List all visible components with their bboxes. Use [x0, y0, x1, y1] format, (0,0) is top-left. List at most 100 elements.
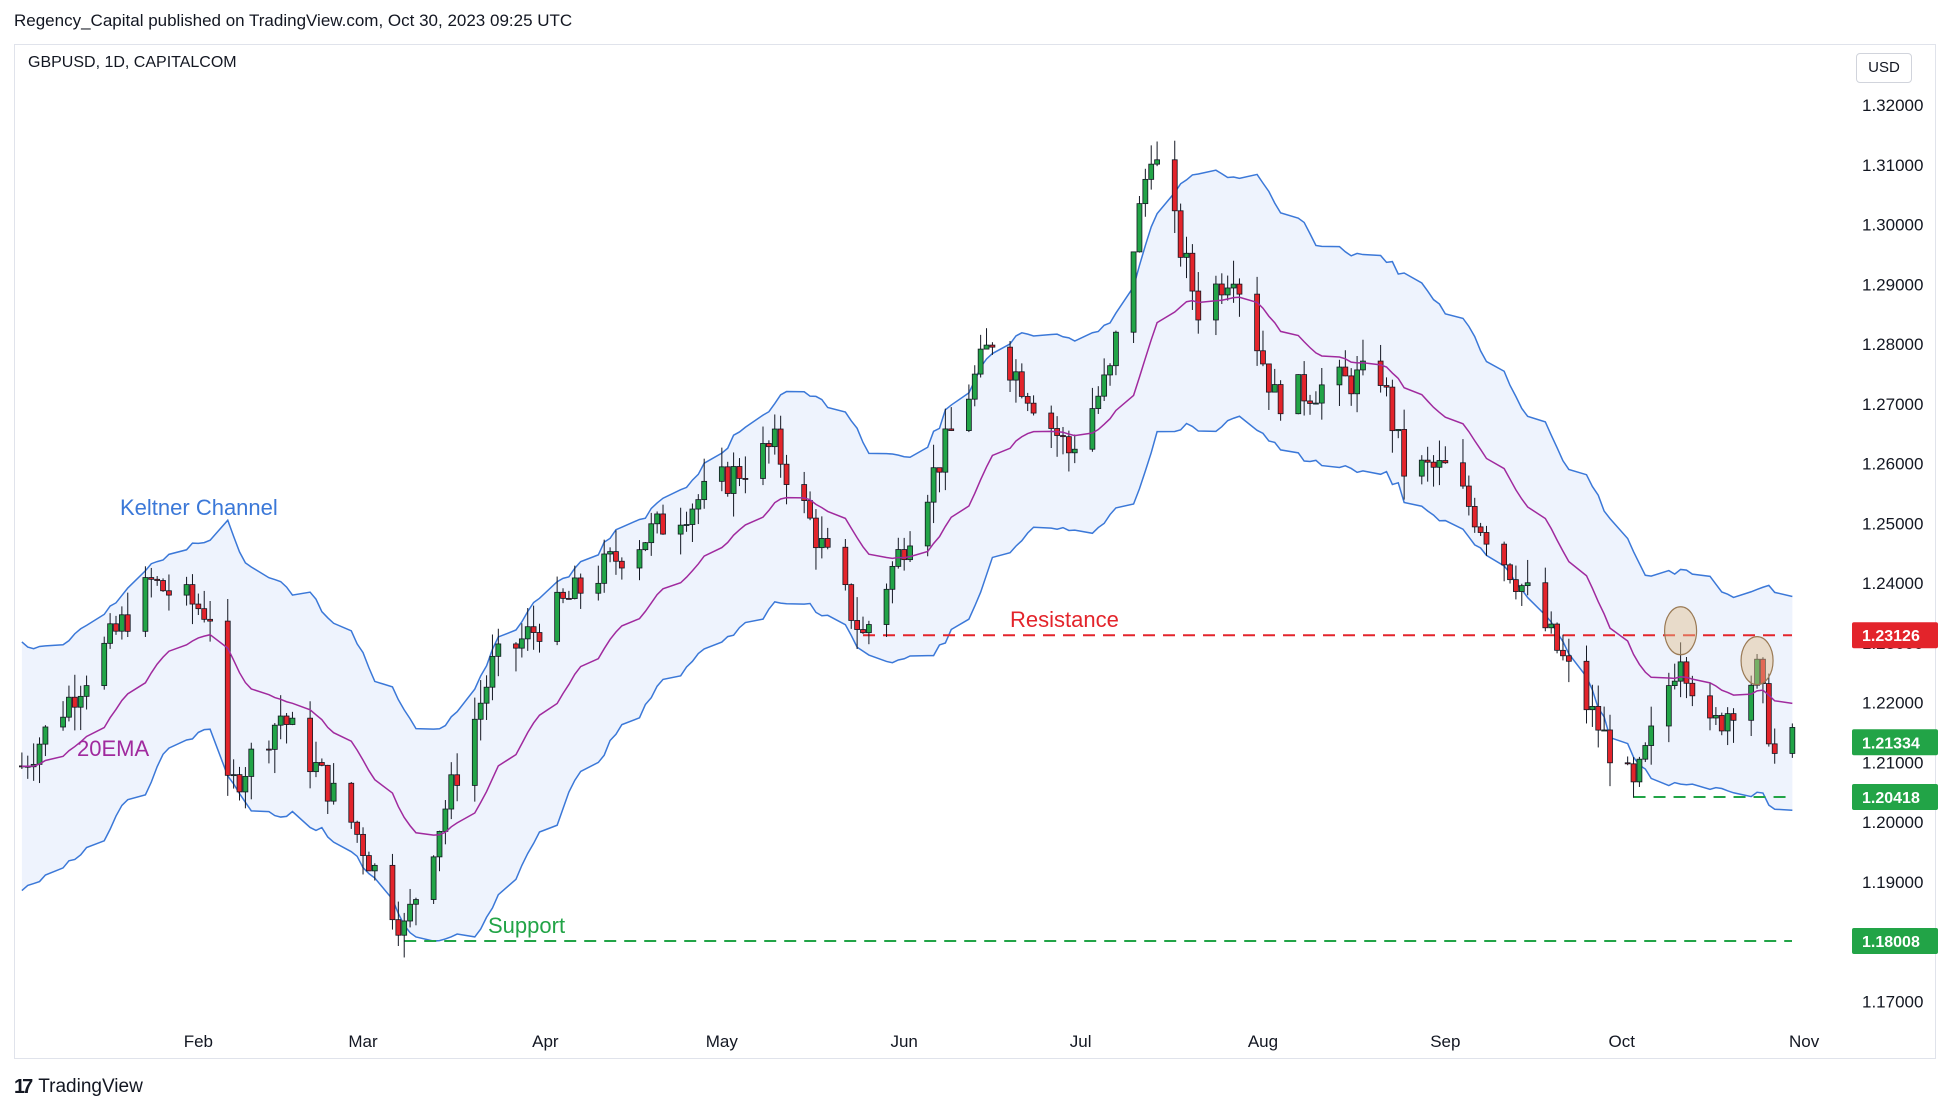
candle [1589, 684, 1596, 727]
candle [724, 461, 731, 497]
price-tag-support[interactable]: 1.18008 [1852, 928, 1938, 955]
candle [966, 384, 972, 433]
candle [307, 701, 313, 789]
candle [760, 426, 766, 486]
candle [360, 827, 366, 875]
candle [648, 512, 655, 556]
candle [1007, 341, 1013, 392]
price-tick-label: 1.24000 [1862, 574, 1923, 593]
candle [1113, 330, 1119, 376]
candle [1648, 706, 1655, 765]
keltner-channel-fill [21, 170, 1793, 942]
price-tick-label: 1.30000 [1862, 216, 1923, 235]
candle [1071, 434, 1078, 464]
candle [1513, 565, 1519, 600]
tradingview-logo[interactable]: 17 TradingView [14, 1075, 143, 1099]
candle [1789, 723, 1796, 758]
candle [942, 408, 949, 491]
candle [1354, 355, 1360, 413]
candle [1213, 275, 1219, 336]
candle [107, 613, 113, 649]
annotations-layer: Keltner Channel 20EMA Resistance Support [77, 495, 1774, 938]
candle [642, 541, 649, 552]
price-axis[interactable]: 1.32000 1.31000 1.30000 1.29000 1.28000 1.270… [1852, 96, 1938, 1011]
candle [1477, 522, 1484, 537]
time-axis[interactable]: Feb Mar Apr May Jun Jul Aug Sep Oct Nov [184, 1032, 1820, 1051]
candle [1265, 363, 1272, 410]
levels-layer [404, 634, 1792, 943]
month-label: Oct [1609, 1032, 1636, 1051]
price-tick-label: 1.19000 [1862, 873, 1923, 892]
candle [971, 365, 978, 407]
candle [266, 740, 272, 764]
price-tick-label: 1.25000 [1862, 514, 1923, 533]
candle [330, 763, 337, 805]
candle [1471, 497, 1478, 533]
candle [1218, 273, 1225, 304]
candle [195, 593, 202, 615]
candle [1524, 559, 1531, 596]
candle [524, 608, 531, 651]
candle [1254, 276, 1260, 366]
candle [742, 456, 749, 494]
candle [901, 537, 908, 571]
month-label: Feb [184, 1032, 213, 1051]
candle [224, 598, 231, 796]
price-tag-low[interactable]: 1.20418 [1852, 784, 1938, 811]
candle [554, 576, 561, 646]
candle [1342, 350, 1349, 377]
candle [1465, 475, 1472, 516]
candle [1177, 203, 1184, 267]
level-label-support: Support [488, 913, 565, 938]
candle [1171, 140, 1178, 234]
candle [1224, 275, 1231, 301]
candle [1318, 367, 1325, 420]
candle [860, 616, 866, 634]
currency-button[interactable]: USD [1856, 53, 1912, 83]
keltner-channel-label: Keltner Channel [120, 495, 278, 520]
price-tag-resistance-text: 1.23126 [1862, 628, 1920, 645]
price-tick-label: 1.26000 [1862, 455, 1923, 474]
rejection-highlight [1663, 606, 1698, 656]
candle [313, 741, 319, 778]
price-tick-label: 1.32000 [1862, 96, 1923, 115]
ema-line [21, 296, 1793, 836]
candle [366, 851, 372, 872]
candle [1383, 377, 1390, 397]
candle [160, 578, 166, 592]
candle [448, 762, 455, 820]
candle [1430, 455, 1437, 487]
candle [142, 566, 149, 637]
candle [324, 764, 331, 814]
candle [571, 565, 578, 600]
candle [513, 642, 519, 672]
candle [1507, 563, 1513, 584]
candles-layer [19, 140, 1796, 958]
candle [1718, 712, 1725, 736]
candle [318, 758, 325, 767]
candle [1713, 707, 1719, 725]
last-price-tag[interactable]: 1.21334 [1852, 729, 1938, 756]
ema-layer [21, 296, 1793, 836]
candle [42, 725, 49, 757]
month-label: Mar [348, 1032, 378, 1051]
symbol-legend[interactable]: GBPUSD, 1D, CAPITALCOM [28, 54, 237, 71]
candle [1542, 567, 1549, 632]
candle [560, 588, 566, 604]
price-tag-low-text: 1.20418 [1862, 790, 1920, 807]
candle [230, 759, 237, 789]
candle [777, 415, 784, 478]
candle [613, 530, 619, 575]
candle [1765, 673, 1772, 747]
candle [1260, 330, 1266, 367]
price-tag-resistance[interactable]: 1.23126 [1852, 622, 1938, 649]
candle [924, 494, 931, 557]
candle [148, 567, 155, 598]
candle [1183, 236, 1190, 279]
candle [1771, 728, 1778, 764]
candle [1518, 583, 1525, 606]
candle [1401, 409, 1408, 500]
candle [801, 471, 808, 514]
candle [1671, 663, 1678, 690]
